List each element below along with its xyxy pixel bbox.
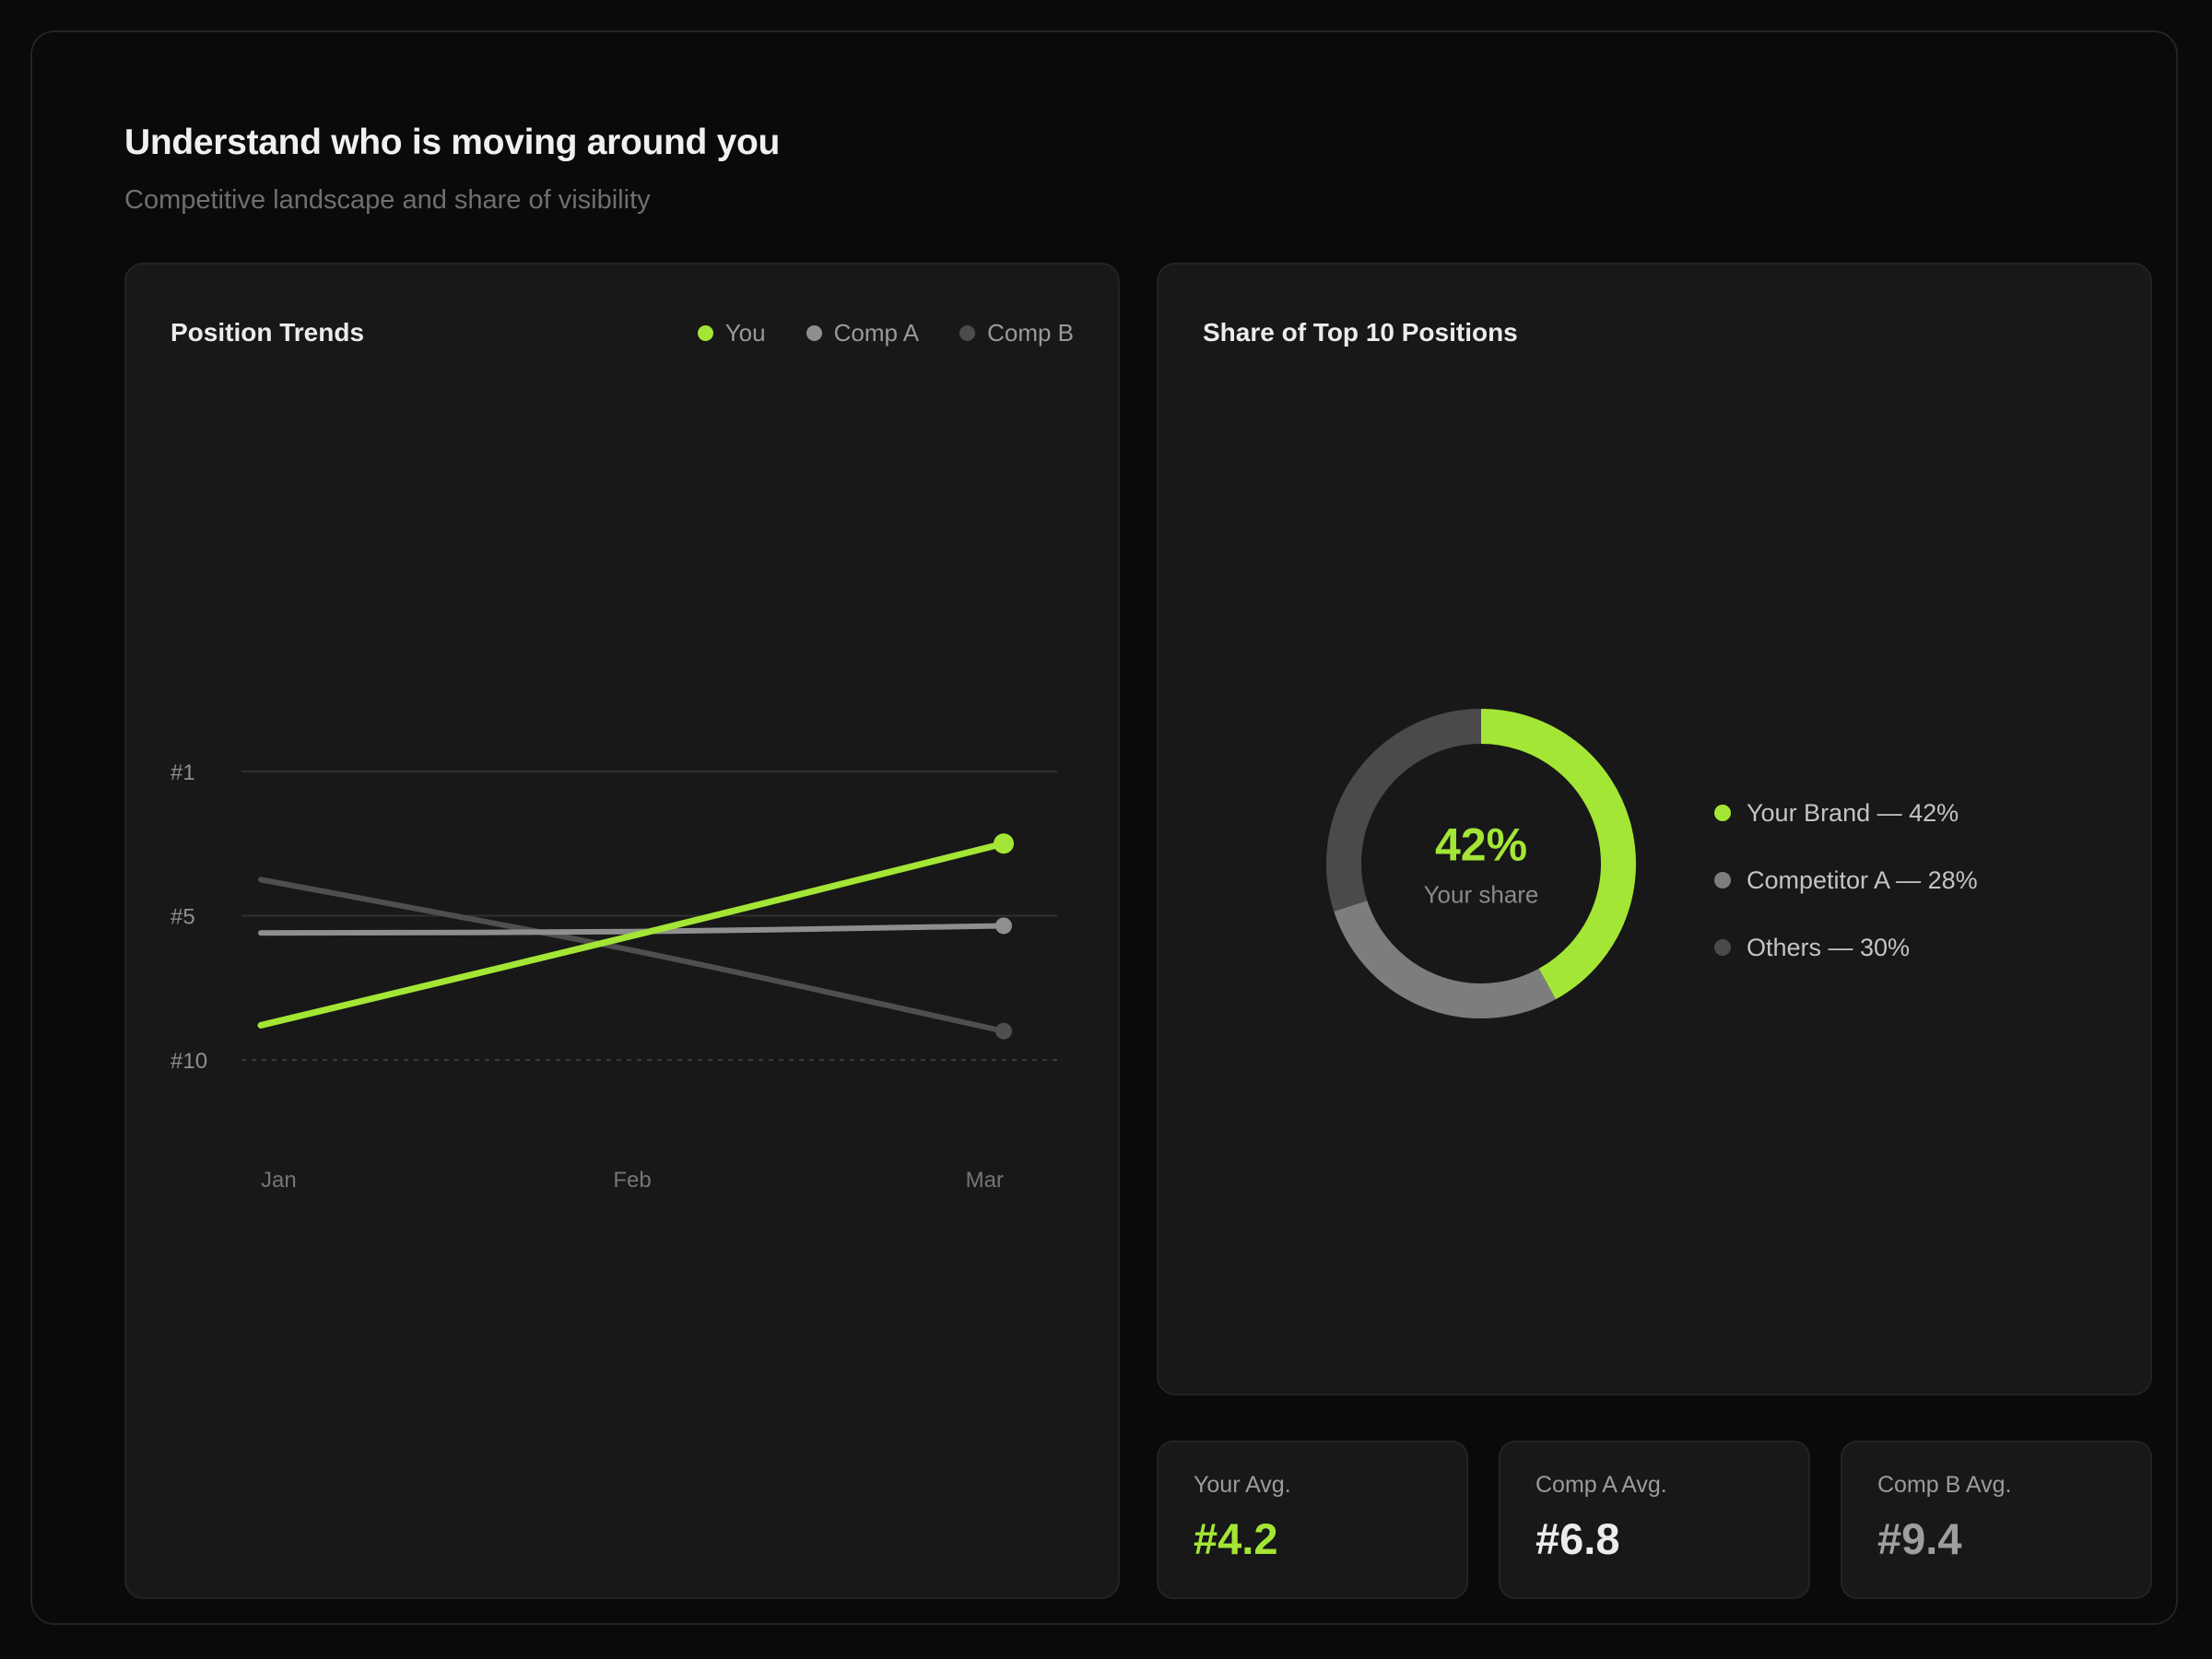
legend-label-comp-b: Comp B <box>987 318 1074 347</box>
stat-label-your-avg: Your Avg. <box>1194 1472 1291 1498</box>
donut-legend-label-competitor-a: Competitor A — 28% <box>1747 865 1978 894</box>
donut-center-value: 42% <box>1434 818 1528 871</box>
donut-legend-item-competitor-a: Competitor A — 28% <box>1714 860 1978 900</box>
share-donut-chart <box>1326 709 1636 1018</box>
series-endpoint-comp-a <box>995 917 1012 935</box>
position-trends-line-chart: #1 #5 #10 Jan Feb Mar <box>171 760 1057 1193</box>
stat-value-comp-a-avg: #6.8 <box>1535 1514 1620 1563</box>
stat-card-comp-b-avg: Comp B Avg. #9.4 <box>1841 1441 2152 1599</box>
stat-label-comp-b-avg: Comp B Avg. <box>1877 1472 2012 1498</box>
donut-dot-your-brand <box>1714 805 1731 821</box>
share-of-top10-card: Share of Top 10 Positions 42% Your share… <box>1157 263 2152 1395</box>
share-card-title: Share of Top 10 Positions <box>1203 318 1518 347</box>
legend-label-comp-a: Comp A <box>833 318 920 347</box>
page-title: Understand who is moving around you <box>124 123 781 162</box>
stat-card-comp-a-avg: Comp A Avg. #6.8 <box>1499 1441 1810 1599</box>
donut-dot-others <box>1714 939 1731 956</box>
donut-legend-item-others: Others — 30% <box>1714 927 1978 968</box>
legend-item-comp-b: Comp B <box>959 319 1074 347</box>
position-trends-title: Position Trends <box>171 318 365 347</box>
page-header: Understand who is moving around you Comp… <box>124 123 780 216</box>
share-card-header: Share of Top 10 Positions <box>1203 318 2106 347</box>
series-dot-you <box>697 324 713 341</box>
stat-value-your-avg: #4.2 <box>1194 1514 1278 1563</box>
donut-legend-label-your-brand: Your Brand — 42% <box>1747 798 1959 827</box>
stat-value-comp-b-avg: #9.4 <box>1877 1514 1962 1563</box>
donut-slice-competitor-a <box>1334 900 1556 1018</box>
series-endpoint-you <box>994 833 1014 854</box>
position-trends-legend: You Comp A Comp B <box>697 318 1074 347</box>
legend-item-you: You <box>697 318 766 347</box>
series-dot-comp-a <box>806 324 822 341</box>
series-dot-comp-b <box>959 324 976 341</box>
stat-card-your-avg: Your Avg. #4.2 <box>1157 1441 1468 1599</box>
series-line-comp-b <box>258 877 1006 1034</box>
position-trends-card: Position Trends You Comp A Comp B #1 #5 #1… <box>124 263 1120 1599</box>
donut-legend-item-your-brand: Your Brand — 42% <box>1714 793 1978 833</box>
x-tick-label: Feb <box>613 1168 651 1193</box>
y-tick-label: #1 <box>171 760 195 785</box>
donut-dot-competitor-a <box>1714 872 1731 888</box>
y-tick-label: #5 <box>171 905 195 930</box>
donut-center-label: Your share <box>1423 880 1539 909</box>
donut-center: 42% Your share <box>1424 818 1539 910</box>
x-tick-label: Jan <box>261 1168 297 1193</box>
page-subtitle: Competitive landscape and share of visib… <box>124 185 651 215</box>
series-line-you <box>257 840 1007 1029</box>
legend-label-you: You <box>724 318 766 347</box>
legend-item-comp-a: Comp A <box>806 318 920 347</box>
y-tick-label: #10 <box>171 1049 207 1074</box>
dashboard-panel: Understand who is moving around you Comp… <box>30 30 2178 1625</box>
series-endpoint-comp-b <box>995 1022 1012 1040</box>
position-trends-header: Position Trends You Comp A Comp B <box>171 318 1074 347</box>
x-tick-label: Mar <box>966 1168 1004 1193</box>
donut-legend-label-others: Others — 30% <box>1747 933 1911 961</box>
series-line-comp-a <box>258 923 1006 936</box>
stat-label-comp-a-avg: Comp A Avg. <box>1535 1472 1667 1498</box>
donut-legend: Your Brand — 42% Competitor A — 28% Othe… <box>1714 793 1978 968</box>
